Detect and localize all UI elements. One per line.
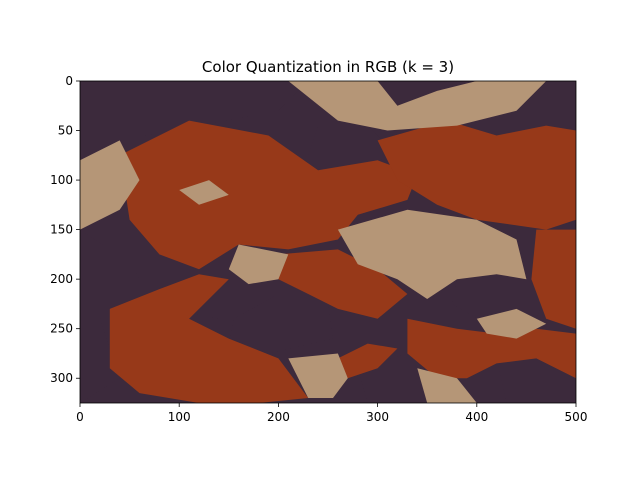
x-tick-label: 400 — [465, 410, 488, 424]
y-tick-label: 0 — [65, 74, 73, 88]
x-tick-label: 0 — [76, 410, 84, 424]
region-tan-23 — [228, 244, 289, 285]
region-rust-17 — [407, 318, 576, 379]
region-tan-22 — [80, 140, 140, 230]
x-tick-label: 500 — [565, 410, 588, 424]
y-axis: 0 50 100 150 200 250 300 — [50, 74, 80, 385]
x-axis: 0 100 200 300 400 500 — [76, 403, 587, 424]
region-tan-24 — [288, 353, 348, 398]
region-dark-2 — [546, 81, 576, 131]
region-dark-10 — [452, 274, 547, 324]
y-tick-label: 100 — [50, 173, 73, 187]
axes-frame — [79, 80, 577, 404]
quantized-image-regions — [80, 81, 576, 403]
x-tick-label: 300 — [366, 410, 389, 424]
x-tick-label: 100 — [168, 410, 191, 424]
region-rust-16 — [278, 249, 408, 319]
y-tick-label: 300 — [50, 371, 73, 385]
chart-title: Color Quantization in RGB (k = 3) — [202, 58, 454, 76]
y-tick-label: 50 — [58, 124, 73, 138]
region-tan-27 — [417, 368, 477, 403]
y-tick-label: 200 — [50, 272, 73, 286]
region-rust-18 — [531, 229, 576, 329]
plot-area — [79, 80, 577, 404]
region-dark-0 — [80, 81, 309, 161]
region-rust-14 — [377, 120, 576, 230]
region-tan-21 — [288, 81, 547, 131]
region-tan-26 — [179, 180, 229, 205]
y-tick-label: 250 — [50, 322, 73, 336]
region-dark-3 — [80, 229, 150, 403]
region-tan-20 — [337, 209, 527, 299]
y-tick-label: 150 — [50, 223, 73, 237]
region-rust-15 — [109, 274, 309, 403]
region-dark-7 — [228, 294, 333, 354]
x-tick-label: 200 — [267, 410, 290, 424]
region-rust-19 — [337, 343, 398, 379]
region-tan-25 — [476, 308, 547, 339]
